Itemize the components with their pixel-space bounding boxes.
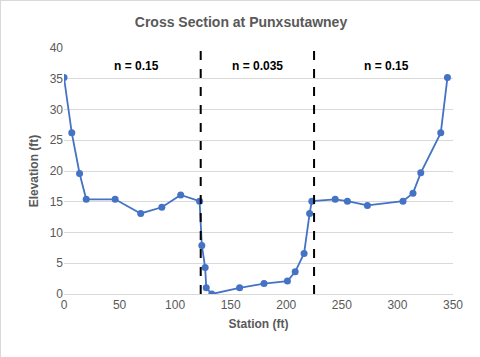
svg-text:40: 40 — [50, 41, 64, 55]
svg-text:n = 0.15: n = 0.15 — [364, 59, 409, 73]
svg-text:200: 200 — [276, 298, 296, 312]
svg-text:300: 300 — [387, 298, 407, 312]
svg-text:35: 35 — [50, 72, 64, 86]
svg-text:350: 350 — [443, 298, 463, 312]
svg-text:250: 250 — [332, 298, 352, 312]
svg-text:10: 10 — [50, 226, 64, 240]
svg-text:30: 30 — [50, 103, 64, 117]
svg-text:5: 5 — [56, 256, 63, 270]
svg-text:100: 100 — [165, 298, 185, 312]
svg-text:15: 15 — [50, 195, 64, 209]
svg-text:Station (ft): Station (ft) — [229, 317, 289, 331]
svg-text:25: 25 — [50, 133, 64, 147]
svg-text:150: 150 — [221, 298, 241, 312]
svg-text:n = 0.15: n = 0.15 — [114, 59, 159, 73]
svg-text:20: 20 — [50, 164, 64, 178]
svg-text:n = 0.035: n = 0.035 — [232, 59, 283, 73]
svg-text:0: 0 — [56, 287, 63, 301]
svg-text:0: 0 — [61, 298, 68, 312]
svg-text:Elevation (ft): Elevation (ft) — [27, 135, 41, 208]
svg-text:50: 50 — [113, 298, 127, 312]
svg-text:Cross Section at Punxsutawney: Cross Section at Punxsutawney — [135, 14, 348, 30]
